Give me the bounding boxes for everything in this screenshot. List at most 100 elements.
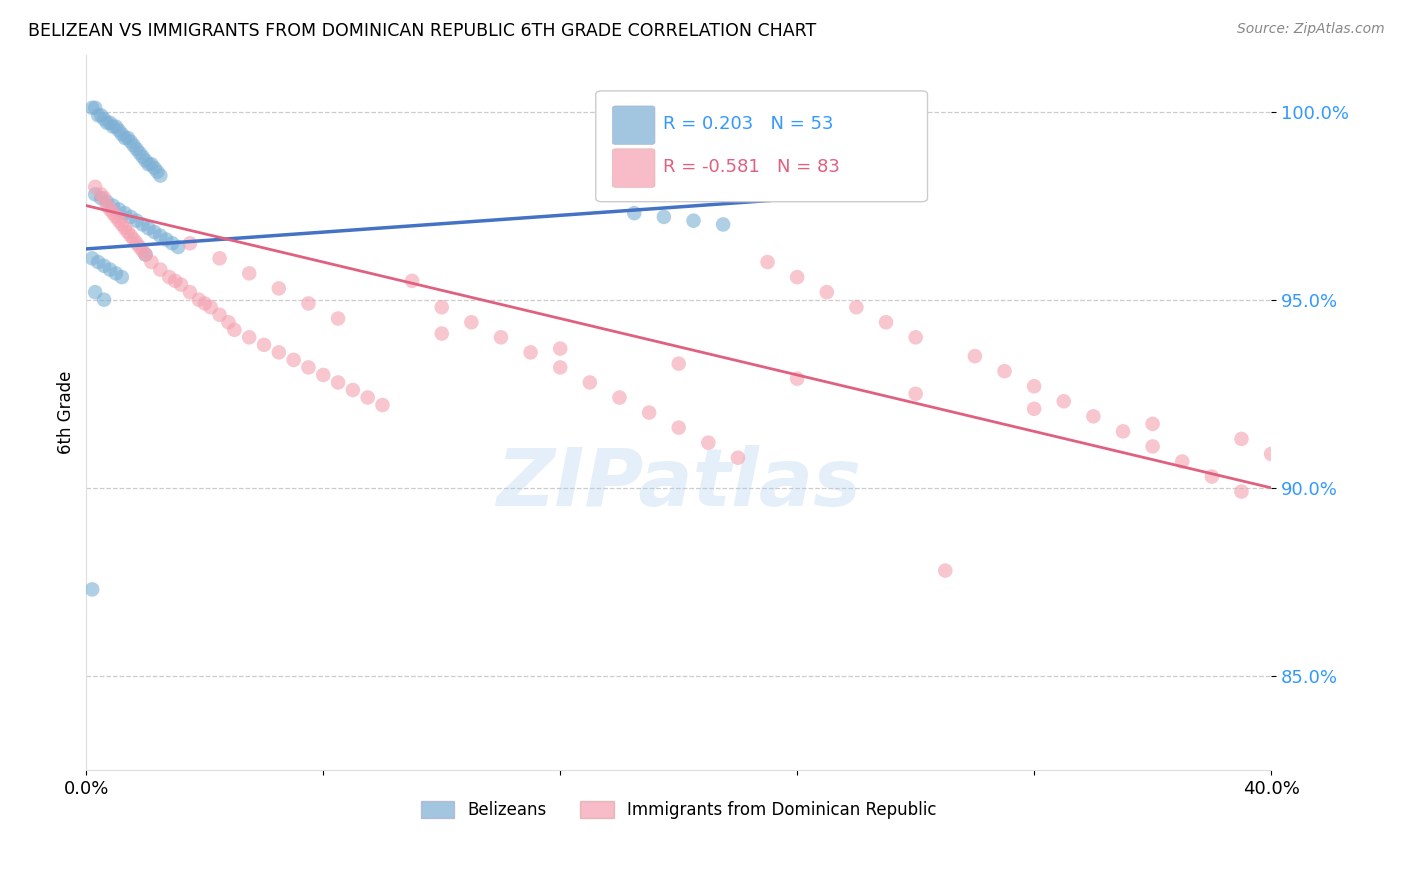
- Point: [128, 145, 150, 160]
- Point: [111, 270, 134, 285]
- Point: [1024, 401, 1046, 416]
- Point: [238, 266, 260, 280]
- Point: [122, 232, 145, 246]
- Point: [138, 157, 160, 171]
- Point: [125, 213, 148, 227]
- Point: [122, 138, 145, 153]
- Point: [125, 236, 148, 251]
- Point: [84, 101, 107, 115]
- Point: [101, 206, 124, 220]
- Point: [519, 345, 541, 359]
- Point: [82, 252, 104, 266]
- Point: [96, 194, 118, 209]
- Point: [93, 112, 115, 127]
- Point: [138, 221, 160, 235]
- FancyBboxPatch shape: [613, 149, 655, 187]
- Point: [1142, 439, 1164, 453]
- Point: [114, 221, 136, 235]
- Point: [993, 364, 1015, 378]
- Point: [120, 228, 142, 243]
- Point: [160, 236, 183, 251]
- Point: [149, 228, 172, 243]
- Point: [357, 391, 380, 405]
- Point: [111, 218, 134, 232]
- Point: [1201, 469, 1223, 483]
- Point: [963, 349, 986, 363]
- Point: [267, 345, 290, 359]
- Point: [179, 236, 201, 251]
- Point: [84, 179, 107, 194]
- Point: [208, 308, 231, 322]
- Point: [98, 116, 121, 130]
- Point: [96, 116, 118, 130]
- Point: [117, 225, 139, 239]
- Point: [208, 252, 231, 266]
- Y-axis label: 6th Grade: 6th Grade: [58, 371, 75, 454]
- Point: [326, 376, 349, 390]
- Point: [623, 206, 645, 220]
- Point: [155, 232, 177, 246]
- Point: [104, 120, 127, 134]
- Point: [135, 247, 157, 261]
- Point: [194, 296, 217, 310]
- Point: [108, 123, 131, 137]
- Point: [786, 270, 808, 285]
- Point: [90, 191, 112, 205]
- Point: [87, 255, 110, 269]
- Point: [146, 165, 169, 179]
- Point: [283, 352, 305, 367]
- Point: [93, 191, 115, 205]
- Point: [101, 120, 124, 134]
- Point: [200, 300, 222, 314]
- Point: [93, 293, 115, 307]
- Point: [786, 372, 808, 386]
- Point: [238, 330, 260, 344]
- Point: [131, 244, 153, 258]
- Point: [149, 262, 172, 277]
- Point: [114, 206, 136, 220]
- Point: [579, 376, 602, 390]
- Point: [401, 274, 423, 288]
- Point: [98, 202, 121, 217]
- Point: [904, 386, 927, 401]
- Point: [157, 270, 180, 285]
- Point: [170, 277, 193, 292]
- Point: [668, 420, 690, 434]
- Point: [430, 326, 453, 341]
- Point: [548, 342, 571, 356]
- Point: [1083, 409, 1105, 424]
- Point: [149, 169, 172, 183]
- Point: [114, 131, 136, 145]
- Point: [1053, 394, 1076, 409]
- Point: [711, 218, 734, 232]
- Point: [815, 285, 838, 300]
- Point: [187, 293, 209, 307]
- Point: [128, 240, 150, 254]
- FancyBboxPatch shape: [613, 106, 655, 145]
- Point: [489, 330, 512, 344]
- Point: [217, 315, 239, 329]
- Point: [125, 142, 148, 156]
- Point: [253, 338, 276, 352]
- Point: [96, 199, 118, 213]
- Point: [120, 135, 142, 149]
- Point: [638, 406, 661, 420]
- Point: [167, 240, 190, 254]
- Point: [90, 108, 112, 122]
- Point: [312, 368, 335, 382]
- Point: [668, 357, 690, 371]
- Point: [682, 213, 704, 227]
- Point: [1260, 447, 1282, 461]
- Point: [143, 225, 166, 239]
- Point: [1024, 379, 1046, 393]
- Point: [135, 153, 157, 168]
- Point: [548, 360, 571, 375]
- Point: [131, 150, 153, 164]
- Point: [727, 450, 749, 465]
- Text: ZIPatlas: ZIPatlas: [496, 445, 862, 523]
- Point: [84, 187, 107, 202]
- Point: [111, 127, 134, 141]
- Point: [82, 582, 104, 597]
- Point: [179, 285, 201, 300]
- Text: R = -0.581   N = 83: R = -0.581 N = 83: [664, 158, 841, 176]
